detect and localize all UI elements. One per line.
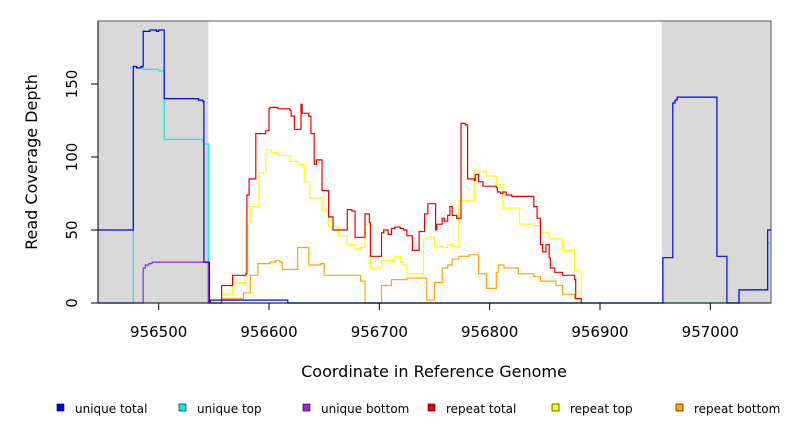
- legend-item-unique-total: unique total: [56, 402, 147, 416]
- shaded-region-1: [98, 21, 209, 303]
- series-line-unique-total: [98, 29, 771, 304]
- x-tick-label: 956800: [461, 323, 518, 341]
- legend-item-unique-bottom: unique bottom: [302, 402, 409, 416]
- x-tick-label: 957000: [682, 323, 739, 341]
- legend-swatch: [427, 403, 436, 412]
- legend-swatch: [56, 403, 65, 412]
- x-tick-label: 956900: [571, 323, 628, 341]
- x-tick-label: 956500: [130, 323, 187, 341]
- x-tick-label: 956700: [351, 323, 408, 341]
- legend-label: repeat total: [446, 402, 516, 416]
- y-tick-label: 0: [63, 298, 81, 308]
- legend-item-repeat-total: repeat total: [427, 402, 516, 416]
- x-tick-label: 956600: [240, 323, 297, 341]
- y-tick-label: 100: [63, 143, 81, 172]
- legend-label: unique bottom: [321, 402, 409, 416]
- legend-label: repeat bottom: [694, 402, 780, 416]
- series-line-repeat-total: [208, 103, 582, 304]
- legend-label: repeat top: [570, 402, 633, 416]
- legend-swatch: [675, 403, 684, 412]
- legend-item-unique-top: unique top: [178, 402, 262, 416]
- legend-item-repeat-top: repeat top: [551, 402, 633, 416]
- x-axis-title: Coordinate in Reference Genome: [301, 362, 567, 381]
- legend-swatch: [551, 403, 560, 412]
- legend-item-repeat-bottom: repeat bottom: [675, 402, 780, 416]
- legend-swatch: [302, 403, 311, 412]
- legend-label: unique top: [197, 402, 262, 416]
- series-line-repeat-bottom: [208, 246, 582, 304]
- legend-swatch: [178, 403, 187, 412]
- y-axis-title: Read Coverage Depth: [22, 74, 41, 250]
- axes: 956500 956600 956700 956800 956900 957000 0 50 1…: [63, 21, 771, 341]
- y-tick-label: 150: [63, 70, 81, 99]
- y-tick-label: 50: [63, 220, 81, 239]
- legend: unique total unique top unique bottom repea…: [56, 402, 780, 416]
- legend-label: unique total: [75, 402, 147, 416]
- series-line-repeat-top: [208, 149, 582, 304]
- shaded-regions: [98, 21, 771, 303]
